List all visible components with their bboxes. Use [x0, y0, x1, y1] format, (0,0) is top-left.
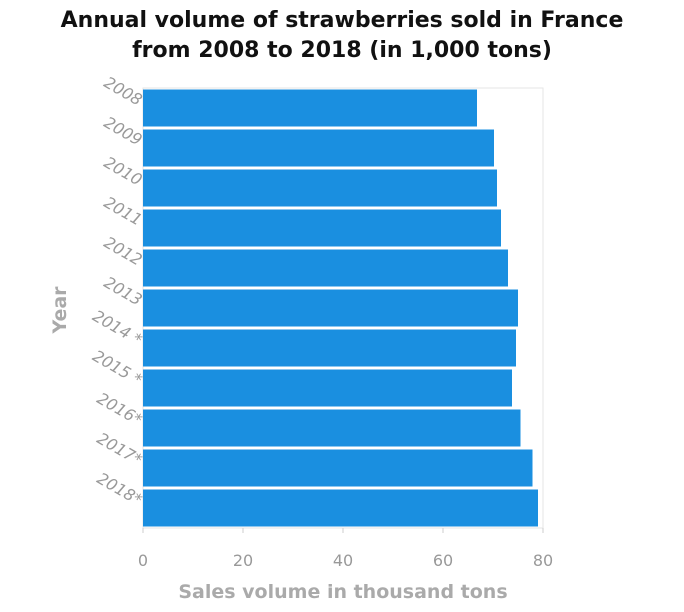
y-tick-label-10: 2018*	[94, 469, 146, 510]
bar-0	[143, 89, 477, 127]
bars	[143, 89, 538, 527]
bar-7	[143, 369, 512, 407]
y-axis-label: Year	[49, 286, 71, 335]
y-tick-label-0: 2008	[101, 73, 146, 110]
x-tick-label-0: 0	[138, 551, 148, 570]
bar-8	[143, 409, 521, 447]
bar-6	[143, 329, 516, 367]
bar-4	[143, 249, 508, 287]
x-tick-label-3: 60	[433, 551, 453, 570]
y-tick-label-9: 2017*	[94, 429, 146, 470]
y-tick-label-6: 2014 *	[89, 306, 145, 349]
y-tick-label-1: 2009	[101, 113, 146, 150]
bar-1	[143, 129, 494, 167]
y-tick-label-7: 2015 *	[89, 346, 145, 389]
x-axis-label: Sales volume in thousand tons	[178, 581, 507, 603]
x-tick-labels: 0 20 40 60 80	[138, 528, 553, 570]
chart-title: Annual volume of strawberries sold in Fr…	[0, 6, 684, 66]
y-tick-label-5: 2013	[101, 273, 146, 310]
y-tick-label-3: 2011	[101, 193, 146, 230]
x-tick-label-1: 20	[233, 551, 253, 570]
bar-10	[143, 489, 538, 527]
x-tick-label-2: 40	[333, 551, 353, 570]
y-tick-label-8: 2016*	[94, 389, 146, 430]
chart-title-line-2: from 2008 to 2018 (in 1,000 tons)	[132, 38, 552, 63]
bar-3	[143, 209, 501, 247]
bar-9	[143, 449, 533, 487]
bar-2	[143, 169, 497, 207]
bar-5	[143, 289, 518, 327]
chart-title-line-1: Annual volume of strawberries sold in Fr…	[60, 8, 624, 33]
y-tick-label-2: 2010	[101, 153, 146, 190]
x-tick-label-4: 80	[533, 551, 553, 570]
y-tick-label-4: 2012	[101, 233, 146, 270]
